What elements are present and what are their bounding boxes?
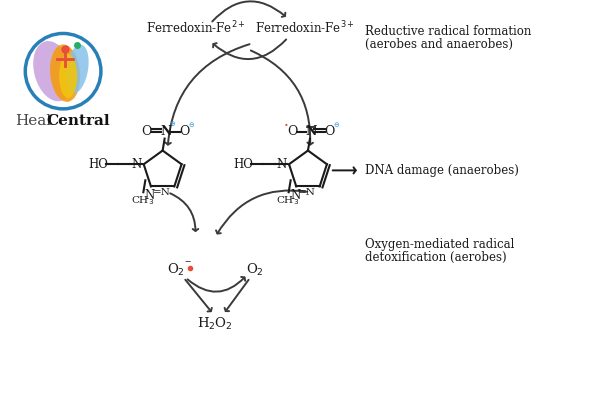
Text: N: N	[131, 158, 142, 171]
Text: CH$_3$: CH$_3$	[276, 194, 299, 206]
Ellipse shape	[59, 54, 77, 98]
Text: CH$_3$: CH$_3$	[131, 194, 154, 206]
Ellipse shape	[65, 45, 89, 94]
Text: Ferredoxin-Fe$^{3+}$: Ferredoxin-Fe$^{3+}$	[255, 20, 355, 37]
Text: H$_2$O$_2$: H$_2$O$_2$	[197, 316, 233, 332]
Text: HO: HO	[88, 158, 108, 171]
Text: Central: Central	[46, 114, 110, 128]
Text: N: N	[160, 125, 172, 138]
Text: $^{\ominus}$: $^{\ominus}$	[188, 122, 195, 132]
Text: $^{-}$: $^{-}$	[184, 260, 191, 270]
Text: $^{\ominus}$: $^{\ominus}$	[333, 122, 340, 132]
Text: detoxification (aerobes): detoxification (aerobes)	[365, 251, 506, 264]
Text: =N: =N	[298, 188, 316, 198]
Text: Ferredoxin-Fe$^{2+}$: Ferredoxin-Fe$^{2+}$	[146, 20, 245, 37]
Text: N: N	[145, 190, 155, 202]
Text: N: N	[305, 125, 317, 138]
Text: Heal: Heal	[16, 114, 52, 128]
Text: N: N	[290, 190, 301, 202]
Text: O$_2$: O$_2$	[167, 262, 185, 278]
Text: HO: HO	[233, 158, 253, 171]
Text: O: O	[325, 125, 335, 138]
Text: =N: =N	[153, 188, 171, 198]
Text: $^{\oplus}$: $^{\oplus}$	[169, 121, 176, 131]
Text: (aerobes and anaerobes): (aerobes and anaerobes)	[365, 38, 512, 51]
Text: O: O	[179, 125, 190, 138]
Ellipse shape	[50, 44, 80, 102]
Text: Reductive radical formation: Reductive radical formation	[365, 25, 531, 38]
Text: O: O	[142, 125, 152, 138]
Text: O$_2$: O$_2$	[246, 262, 264, 278]
Text: DNA damage (anaerobes): DNA damage (anaerobes)	[365, 164, 518, 177]
Text: Oxygen-mediated radical: Oxygen-mediated radical	[365, 238, 514, 251]
Text: N: N	[277, 158, 287, 171]
Ellipse shape	[33, 41, 73, 101]
Text: $^{\bullet}$: $^{\bullet}$	[283, 122, 289, 132]
Text: O: O	[287, 125, 297, 138]
